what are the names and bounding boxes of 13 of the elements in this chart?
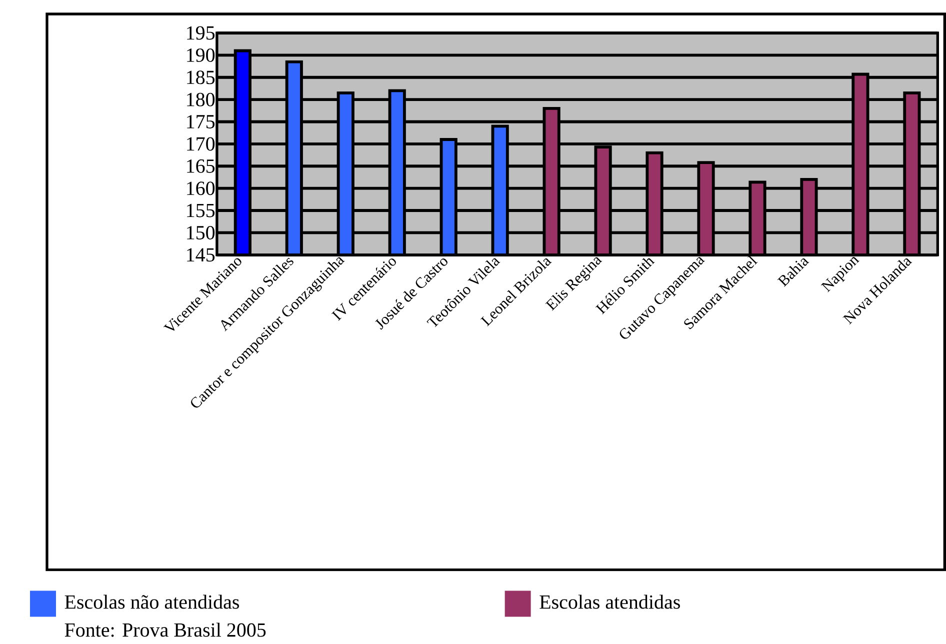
y-tick-label: 175 — [187, 115, 215, 129]
legend-label: Escolas atendidas — [540, 594, 680, 609]
legend-label: Escolas não atendidas — [64, 594, 239, 609]
y-tick-label: 155 — [187, 204, 215, 218]
y-tick-label: 190 — [187, 48, 215, 62]
y-tick-label: 150 — [187, 226, 215, 240]
source-note: Fonte: Prova Brasil 2005 — [64, 622, 266, 637]
y-tick-label: 170 — [187, 137, 215, 151]
y-tick-label: 180 — [187, 92, 215, 106]
y-tick-label: 195 — [187, 26, 215, 40]
y-tick-label: 165 — [187, 160, 215, 173]
y-tick-label: 160 — [187, 182, 215, 196]
y-tick-label: 185 — [187, 70, 215, 84]
